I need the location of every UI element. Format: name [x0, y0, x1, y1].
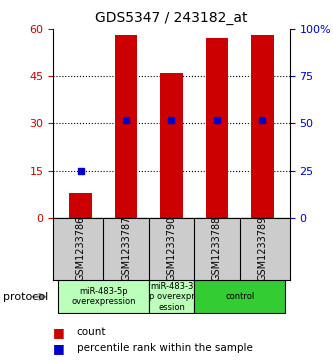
Text: protocol: protocol [3, 292, 49, 302]
Bar [58, 280, 149, 313]
Text: control: control [225, 292, 254, 301]
Text: GSM1233790: GSM1233790 [166, 216, 176, 281]
Bar [69, 193, 92, 218]
Text: GSM1233787: GSM1233787 [121, 216, 131, 281]
Title: GDS5347 / 243182_at: GDS5347 / 243182_at [95, 11, 248, 25]
Text: GSM1233788: GSM1233788 [212, 216, 222, 281]
Text: ■: ■ [53, 326, 65, 339]
Bar [115, 35, 138, 218]
Bar [205, 38, 228, 218]
Text: GSM1233789: GSM1233789 [257, 216, 267, 281]
Text: GSM1233786: GSM1233786 [76, 216, 86, 281]
Bar [194, 280, 285, 313]
Text: miR-483-3
p overexpr
ession: miR-483-3 p overexpr ession [149, 282, 194, 312]
Bar [160, 73, 183, 218]
Text: miR-483-5p
overexpression: miR-483-5p overexpression [71, 287, 136, 306]
Text: ■: ■ [53, 342, 65, 355]
Text: percentile rank within the sample: percentile rank within the sample [77, 343, 252, 354]
Bar [251, 35, 274, 218]
Bar [149, 280, 194, 313]
Text: count: count [77, 327, 106, 337]
